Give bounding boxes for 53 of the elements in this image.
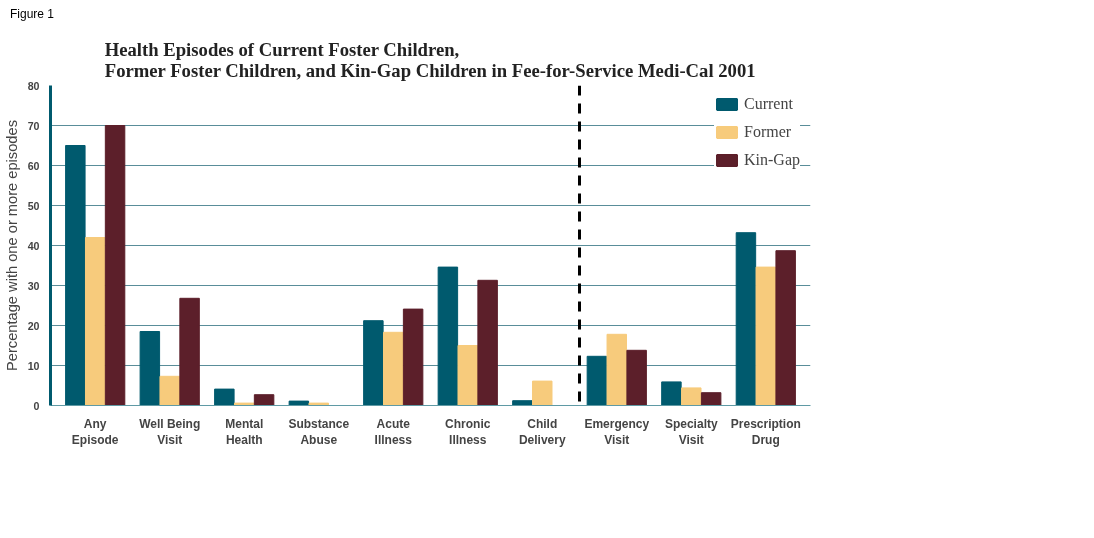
bar (104, 125, 126, 406)
legend-label: Former (744, 123, 792, 141)
bar (661, 381, 682, 406)
bar (437, 266, 459, 406)
y-tick-label: 20 (27, 319, 40, 332)
bar (288, 400, 310, 406)
legend-label: Kin-Gap (744, 151, 800, 169)
y-tick-label: 60 (27, 159, 40, 172)
bar (84, 237, 106, 406)
bar (532, 380, 553, 406)
bar (512, 400, 533, 406)
bar (477, 279, 498, 406)
bar (755, 266, 777, 406)
bar (457, 345, 478, 406)
legend-label: Current (744, 95, 793, 113)
bar (626, 349, 647, 406)
x-tick-label: Mental Health (225, 416, 264, 448)
y-tick-label: 80 (27, 79, 40, 92)
x-tick-label: Any Episode (71, 416, 119, 448)
x-tick-label: Acute Illness (374, 416, 413, 448)
bar (233, 402, 255, 406)
bar (179, 297, 200, 406)
x-tick-label: Prescription Drug (730, 416, 801, 448)
bar (700, 392, 722, 406)
bar (159, 375, 180, 406)
y-tick-label: 30 (27, 279, 40, 292)
bar (383, 331, 404, 406)
bar (308, 402, 329, 406)
y-tick-label: 0 (33, 399, 40, 412)
chart-title: Health Episodes of Current Foster Children, Former Foster Children, and Kin-Gap Children in Fee-for-Service Medi-Cal 2001 (104, 38, 756, 81)
bar (139, 331, 161, 406)
y-tick-label: 50 (27, 199, 40, 212)
bar (402, 308, 424, 406)
x-tick-label: Specialty Visit (664, 416, 718, 448)
x-tick-label: Well Being Visit (139, 416, 201, 448)
bar (253, 394, 275, 406)
bar (775, 250, 796, 406)
x-tick-label: Chronic Illness (445, 416, 491, 448)
x-tick-label: Emergency Visit (584, 416, 650, 448)
bar (681, 387, 702, 406)
bar (65, 145, 86, 406)
bar (586, 355, 608, 406)
x-tick-label: Child Delivery (518, 416, 566, 448)
y-tick-label: 10 (27, 359, 40, 372)
bar (606, 333, 628, 406)
caption: Figure 1 (10, 6, 55, 23)
y-tick-label: 70 (27, 119, 40, 132)
bar (735, 232, 757, 406)
y-axis-title: Percentage with one or more episodes (3, 120, 20, 371)
bar (363, 320, 384, 406)
x-tick-label: Substance Abuse (288, 416, 350, 448)
y-tick-label: 40 (27, 239, 40, 252)
bar (214, 388, 235, 406)
